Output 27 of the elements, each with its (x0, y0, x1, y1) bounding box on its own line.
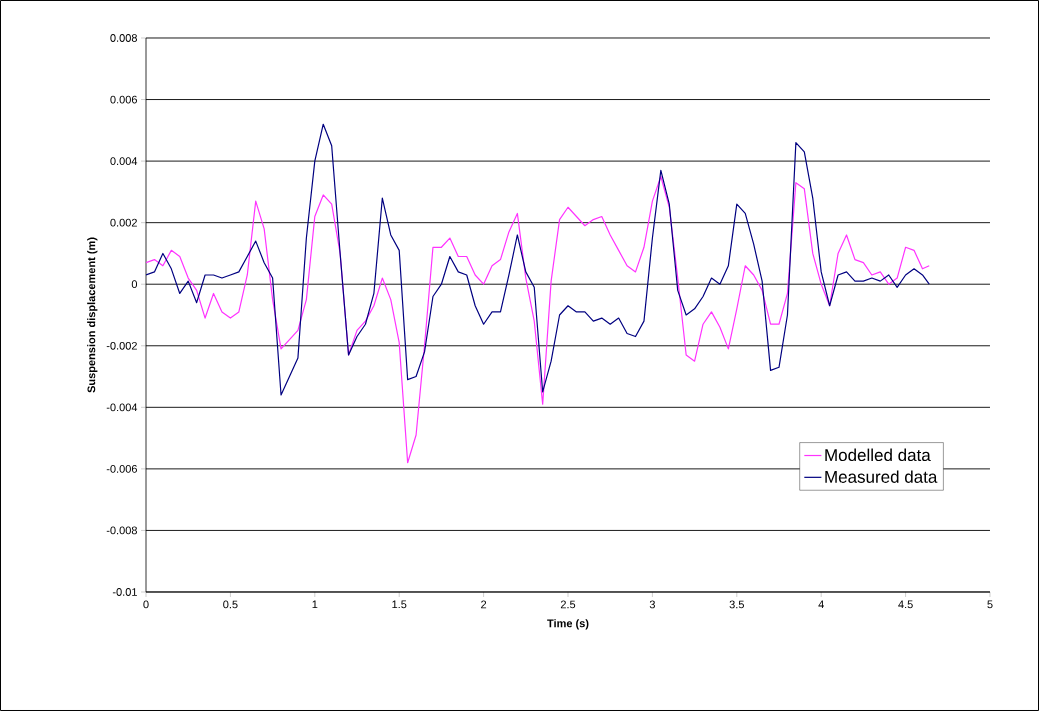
legend-label: Modelled data (825, 448, 931, 462)
line-series (146, 123, 930, 396)
x-tick-label: 3.5 (729, 600, 744, 609)
y-tick-label: -0.008 (106, 526, 137, 535)
line-series (146, 175, 930, 464)
x-tick-label: 1 (312, 600, 318, 609)
y-tick-label: 0.002 (110, 218, 137, 227)
y-axis-title: Suspension displacement (m) (87, 237, 98, 393)
x-tick-label: 1.5 (392, 600, 407, 609)
x-axis-title: Time (s) (547, 619, 589, 630)
y-tick-label: -0.002 (106, 341, 137, 350)
legend-label: Measured data (825, 470, 938, 483)
x-tick-label: 3 (649, 600, 655, 609)
x-tick-label: 4.5 (898, 600, 913, 609)
y-tick-label: 0.008 (110, 34, 137, 42)
x-tick-label: 0 (143, 600, 149, 609)
y-tick-label: -0.01 (112, 588, 137, 596)
y-tick-label: 0.004 (110, 157, 138, 165)
x-tick-label: 5 (987, 600, 993, 609)
y-tick-label: -0.004 (106, 403, 138, 412)
x-tick-label: 0.5 (223, 600, 238, 609)
y-tick-label: 0 (131, 280, 138, 289)
y-tick-label: 0.006 (110, 95, 137, 104)
x-tick-label: 2.5 (560, 600, 576, 609)
x-tick-label: 4 (818, 600, 824, 609)
x-tick-label: 2 (481, 600, 487, 609)
y-tick-label: -0.006 (106, 464, 137, 473)
